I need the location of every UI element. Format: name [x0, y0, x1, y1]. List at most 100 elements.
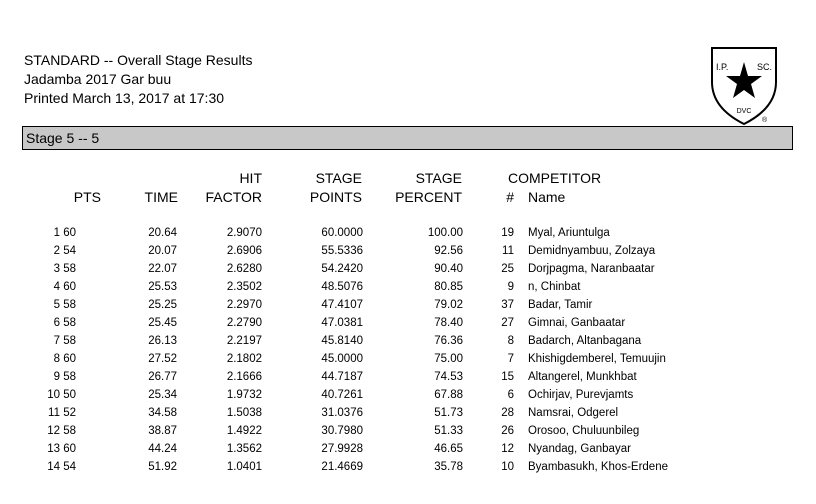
stage-percent: 79.02 — [434, 299, 463, 311]
stage-points: 31.0376 — [321, 407, 363, 419]
competitor-name: Byambasukh, Khos-Erdene — [528, 461, 668, 473]
hit-factor: 1.9732 — [227, 389, 262, 401]
rank: 13 — [47, 443, 60, 455]
stage-points: 47.0381 — [321, 317, 363, 329]
competitor-number: 12 — [501, 443, 514, 455]
stage-percent: 67.88 — [434, 389, 463, 401]
stage-percent: 76.36 — [434, 335, 463, 347]
column-header: TIME — [145, 189, 178, 205]
column-header: PERCENT — [395, 189, 462, 205]
time: 51.92 — [148, 461, 177, 473]
competitor-name: Myal, Ariuntulga — [528, 227, 610, 239]
logo: I.P. SC. DVC ® — [711, 47, 777, 126]
stage-percent: 78.40 — [434, 317, 463, 329]
time: 20.07 — [148, 245, 177, 257]
rank: 2 — [54, 245, 60, 257]
points: 58 — [63, 299, 76, 311]
hit-factor: 1.5038 — [227, 407, 262, 419]
hit-factor: 1.0401 — [227, 461, 262, 473]
rank: 6 — [54, 317, 60, 329]
stage-percent: 74.53 — [434, 371, 463, 383]
hit-factor: 1.3562 — [227, 443, 262, 455]
hit-factor: 2.1802 — [227, 353, 262, 365]
points: 58 — [63, 263, 76, 275]
competitor-number: 28 — [501, 407, 514, 419]
points: 60 — [63, 443, 76, 455]
competitor-number: 27 — [501, 317, 514, 329]
competitor-name: n, Chinbat — [528, 281, 581, 293]
logo-motto: DVC — [737, 108, 752, 115]
logo-right: SC. — [757, 62, 772, 72]
stage-points: 48.5076 — [321, 281, 363, 293]
time: 34.58 — [148, 407, 177, 419]
column-header: Name — [528, 189, 566, 205]
printed-date: Printed March 13, 2017 at 17:30 — [24, 90, 224, 106]
stage-points: 55.5336 — [321, 245, 363, 257]
stage-percent: 35.78 — [434, 461, 463, 473]
column-header: FACTOR — [205, 189, 262, 205]
stage-bar — [22, 126, 793, 150]
rank: 9 — [54, 371, 60, 383]
stage-points: 45.0000 — [321, 353, 363, 365]
competitor-name: Nyandag, Ganbayar — [528, 443, 631, 455]
stage-percent: 92.56 — [434, 245, 463, 257]
results-table: PTS TIME HIT FACTOR STAGE POINTS STAGE PERCENT #… — [47, 170, 668, 473]
competitor-name: Demidnyambuu, Zolzaya — [528, 245, 656, 257]
points: 54 — [63, 461, 76, 473]
logo-left: I.P. — [716, 62, 728, 72]
hit-factor: 2.9070 — [227, 227, 262, 239]
points: 50 — [63, 389, 76, 401]
points: 58 — [63, 371, 76, 383]
points: 52 — [63, 407, 76, 419]
time: 22.07 — [148, 263, 177, 275]
stage-points: 60.0000 — [321, 227, 363, 239]
stage-points: 27.9928 — [321, 443, 363, 455]
hit-factor: 2.6280 — [227, 263, 262, 275]
time: 25.25 — [148, 299, 177, 311]
stage-points: 47.4107 — [321, 299, 363, 311]
stage-label: Stage 5 -- 5 — [26, 130, 99, 146]
stage-percent: 100.00 — [428, 227, 463, 239]
column-header: PTS — [74, 189, 101, 205]
competitor-name: Altangerel, Munkhbat — [528, 371, 637, 383]
points: 60 — [63, 227, 76, 239]
rank: 4 — [54, 281, 61, 293]
rank: 10 — [47, 389, 60, 401]
rank: 8 — [54, 353, 60, 365]
stage-percent: 75.00 — [434, 353, 463, 365]
stage-percent: 51.33 — [434, 425, 463, 437]
competitor-name: Dorjpagma, Naranbaatar — [528, 263, 655, 275]
time: 26.77 — [148, 371, 177, 383]
hit-factor: 1.4922 — [227, 425, 262, 437]
competitor-number: 26 — [501, 425, 514, 437]
stage-points: 21.4669 — [321, 461, 363, 473]
competitor-number: 10 — [501, 461, 514, 473]
competitor-name: Namsrai, Odgerel — [528, 407, 618, 419]
points: 60 — [63, 281, 76, 293]
competitor-number: 7 — [508, 353, 514, 365]
hit-factor: 2.2970 — [227, 299, 262, 311]
stage-percent: 90.40 — [434, 263, 463, 275]
stage-points: 44.7187 — [321, 371, 363, 383]
stage-points: 30.7980 — [321, 425, 363, 437]
title: STANDARD -- Overall Stage Results — [24, 52, 252, 68]
competitor-number: 9 — [508, 281, 514, 293]
time: 20.64 — [148, 227, 177, 239]
time: 25.45 — [148, 317, 177, 329]
time: 26.13 — [148, 335, 177, 347]
stage-percent: 51.73 — [434, 407, 463, 419]
time: 25.53 — [148, 281, 177, 293]
hit-factor: 2.2197 — [227, 335, 262, 347]
star — [726, 62, 762, 98]
points: 58 — [63, 317, 76, 329]
column-header: STAGE — [316, 170, 362, 186]
competitor-name: Badarch, Altanbagana — [528, 335, 642, 347]
stage-percent: 80.85 — [434, 281, 463, 293]
time: 27.52 — [148, 353, 177, 365]
rank: 14 — [47, 461, 60, 473]
points: 58 — [63, 335, 76, 347]
hit-factor: 2.1666 — [227, 371, 262, 383]
competitor-label: COMPETITOR — [508, 170, 601, 186]
